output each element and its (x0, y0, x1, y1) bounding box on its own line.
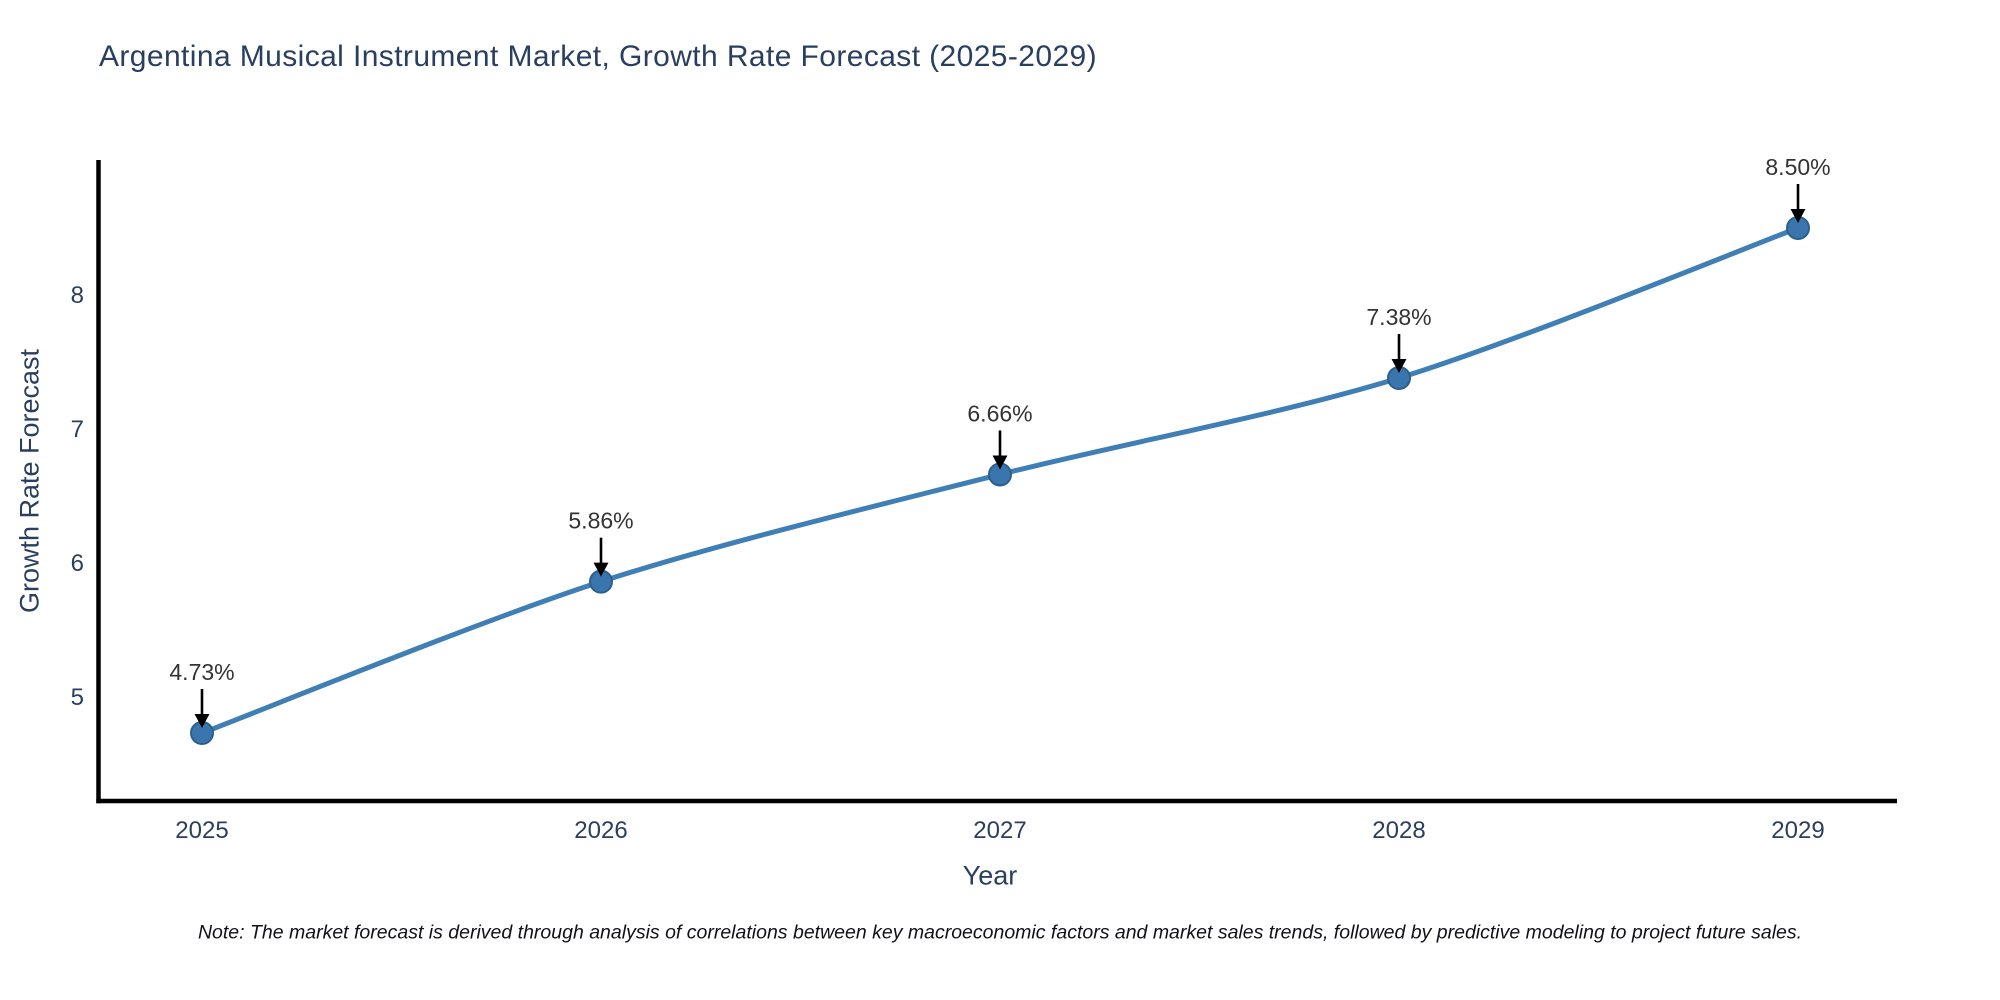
footnote: Note: The market forecast is derived thr… (197, 921, 1803, 944)
point-value-label: 4.73% (169, 659, 234, 685)
point-value-label: 8.50% (1765, 154, 1830, 180)
point-value-label: 5.86% (568, 508, 633, 534)
x-tick-label: 2025 (175, 817, 228, 844)
chart-title: Argentina Musical Instrument Market, Gro… (99, 40, 1098, 73)
point-value-label: 7.38% (1366, 304, 1431, 330)
annotation-arrow-head (1391, 359, 1407, 374)
x-tick-label: 2029 (1771, 817, 1824, 844)
y-tick-label: 8 (71, 282, 84, 309)
annotation-arrow-head (194, 714, 210, 728)
x-tick-label: 2026 (574, 817, 627, 844)
x-tick-label: 2028 (1372, 817, 1425, 844)
x-axis-title: Year (962, 860, 1018, 891)
point-value-label: 6.66% (967, 400, 1032, 426)
y-tick-label: 5 (71, 684, 84, 711)
y-tick-label: 6 (71, 550, 84, 577)
annotation-arrow-head (992, 455, 1008, 470)
annotation-arrow-head (593, 562, 609, 577)
annotation-arrow-head (1790, 209, 1806, 224)
x-tick-label: 2027 (973, 817, 1026, 844)
y-tick-label: 7 (71, 416, 84, 443)
